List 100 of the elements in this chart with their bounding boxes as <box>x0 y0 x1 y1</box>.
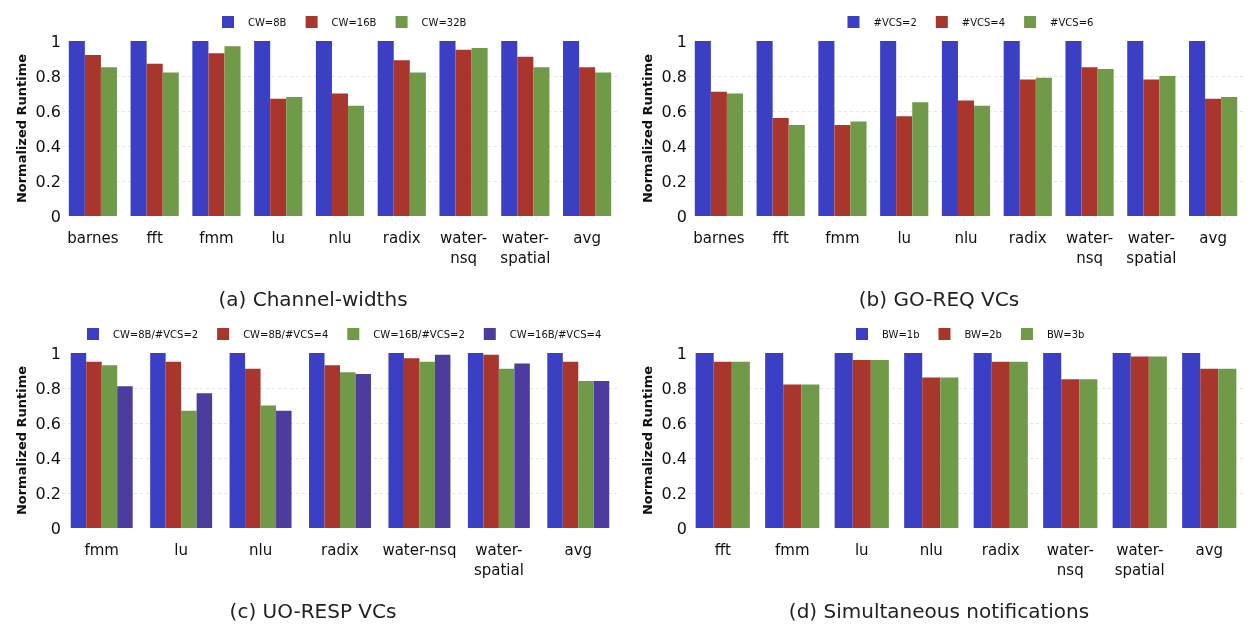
y-tick-label: 1 <box>676 343 687 363</box>
x-tick-label: avg <box>1195 541 1224 559</box>
bar <box>595 72 612 216</box>
bar <box>713 361 732 528</box>
x-tick-label: water-nsq <box>382 541 457 559</box>
y-tick-label: 0.4 <box>661 136 687 156</box>
bar <box>1097 69 1114 216</box>
bar <box>1035 77 1052 216</box>
bar <box>309 353 325 528</box>
x-tick-label: fmm <box>825 229 860 247</box>
bar <box>165 361 182 528</box>
bar <box>498 368 515 528</box>
bar <box>922 377 941 528</box>
bar <box>224 46 241 216</box>
legend-label: #VCS=6 <box>1050 16 1094 28</box>
bar <box>455 49 472 216</box>
bar <box>355 374 371 528</box>
bar <box>818 41 835 216</box>
bar <box>991 361 1010 528</box>
x-tick-label: barnes <box>67 229 119 247</box>
bar <box>162 72 179 216</box>
bar <box>1182 353 1201 528</box>
y-tick-label: 0.6 <box>35 101 61 121</box>
bar <box>788 125 805 216</box>
bar <box>1143 79 1160 216</box>
bar <box>695 353 714 528</box>
y-tick-label: 1 <box>676 31 687 51</box>
y-tick-label: 0.6 <box>661 101 687 121</box>
y-tick-label: 0.4 <box>661 448 687 468</box>
bar <box>1081 67 1098 216</box>
bar <box>388 353 404 528</box>
bar <box>393 60 410 216</box>
bar <box>467 353 484 528</box>
x-tick-label: fmm <box>774 541 810 559</box>
bar <box>270 98 287 216</box>
y-tick-label: 1 <box>50 31 61 51</box>
bar <box>1065 41 1082 216</box>
text: (b) GO-REQ VCs <box>858 286 1020 311</box>
legend-label: CW=8B <box>248 16 287 28</box>
bar <box>912 102 929 216</box>
y-tick-label: 0 <box>676 206 687 226</box>
bar <box>710 91 727 216</box>
x-tick-label: fft <box>772 229 789 247</box>
bar <box>517 56 534 216</box>
bar <box>904 353 923 528</box>
bar <box>1009 361 1028 528</box>
bar <box>533 67 550 216</box>
bar <box>439 41 456 216</box>
text: (c) UO-RESP VCs <box>229 598 397 623</box>
bar <box>1003 41 1020 216</box>
bar <box>870 360 889 528</box>
y-tick-label: 0.8 <box>661 66 687 86</box>
y-tick-label: 0.2 <box>35 171 61 191</box>
y-tick-label: 0.8 <box>661 378 687 398</box>
bar <box>245 368 261 528</box>
bar <box>331 93 349 216</box>
bar <box>403 358 420 528</box>
bar <box>593 381 610 528</box>
x-tick-label: nlu <box>328 229 352 247</box>
bar <box>86 361 102 528</box>
bar <box>101 365 118 528</box>
bar <box>726 93 743 216</box>
x-tick-label: water- nsq <box>1065 229 1114 267</box>
bar <box>286 97 303 216</box>
text: (d) Simultaneous notifications <box>788 598 1090 623</box>
bar <box>578 381 594 528</box>
y-tick-label: 0.4 <box>35 136 61 156</box>
x-tick-label: water- nsq <box>439 229 488 267</box>
y-tick-label: 1 <box>50 343 61 363</box>
legend-label: CW=16B <box>331 16 377 28</box>
y-axis-title: Normalized Runtime <box>14 53 29 204</box>
y-axis-title: Normalized Runtime <box>14 365 29 516</box>
bar <box>229 353 246 528</box>
legend-label: #VCS=4 <box>961 16 1006 28</box>
bar <box>340 372 356 528</box>
x-tick-label: water- spatial <box>1126 229 1177 267</box>
bar <box>208 53 225 216</box>
bar <box>772 118 789 216</box>
bar <box>483 354 499 528</box>
bar <box>196 393 213 528</box>
x-tick-label: water- nsq <box>1046 541 1094 579</box>
legend-label: CW=8B/#VCS=4 <box>243 328 329 340</box>
bar <box>1127 41 1144 216</box>
legend-label: BW=2b <box>964 328 1002 340</box>
legend-label: CW=16B/#VCS=4 <box>509 328 602 340</box>
bar <box>1079 379 1098 528</box>
x-tick-label: nlu <box>954 229 978 247</box>
bar <box>501 41 518 216</box>
y-tick-label: 0 <box>50 518 61 538</box>
bar <box>150 353 166 528</box>
bar <box>563 41 580 216</box>
bar <box>834 125 851 216</box>
x-tick-label: barnes <box>693 229 745 247</box>
bar <box>514 363 530 528</box>
bar <box>130 41 147 216</box>
bar <box>850 121 867 216</box>
bar <box>100 67 117 216</box>
legend-label: BW=3b <box>1046 328 1085 340</box>
bar <box>1189 41 1206 216</box>
bar <box>896 116 913 216</box>
